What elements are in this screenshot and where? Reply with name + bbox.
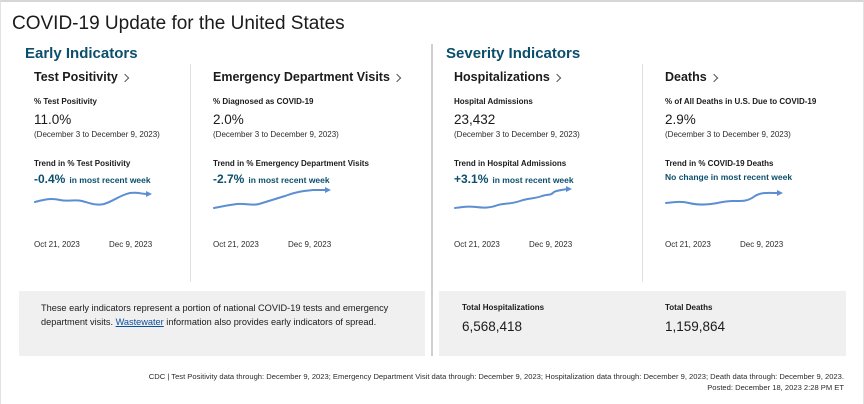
column-divider — [190, 64, 191, 282]
chevron-right-icon — [552, 73, 562, 82]
metric-value: 23,432 — [454, 112, 496, 127]
sparkline-path — [34, 191, 148, 206]
metric-label: % Test Positivity — [34, 97, 97, 106]
trend-label: Trend in % Test Positivity — [34, 159, 131, 168]
date-end: Dec 9, 2023 — [740, 240, 784, 249]
trend-summary: -0.4% in most recent week — [34, 172, 234, 186]
card-title-link-deaths[interactable]: Deaths — [665, 70, 864, 84]
trend-label: Trend in % COVID-19 Deaths — [665, 159, 774, 168]
trend-text: in most recent week — [492, 175, 574, 185]
chevron-right-icon — [120, 73, 130, 82]
arrow-right-icon — [566, 186, 572, 192]
date-start: Oct 21, 2023 — [665, 240, 711, 249]
metric-value: 11.0% — [34, 112, 72, 127]
date-end: Dec 9, 2023 — [529, 240, 573, 249]
card-title-label: Hospitalizations — [454, 70, 550, 84]
sparkline-emergency-department-visits — [213, 187, 331, 209]
trend-text: No change in most recent week — [665, 172, 793, 182]
trend-text: in most recent week — [248, 175, 330, 185]
date-end: Dec 9, 2023 — [109, 240, 153, 249]
total-value: 1,159,864 — [665, 319, 726, 334]
trend-summary: +3.1% in most recent week — [454, 172, 654, 186]
date-start: Oct 21, 2023 — [34, 240, 80, 249]
metric-label: % Diagnosed as COVID-19 — [213, 97, 314, 106]
trend-summary: No change in most recent week — [665, 172, 864, 182]
trend-value: -2.7% — [213, 172, 245, 186]
section-divider — [431, 44, 433, 356]
metric-date-range: (December 3 to December 9, 2023) — [213, 130, 339, 139]
sparkline-path — [213, 189, 327, 209]
note-text: These early indicators represent a porti… — [41, 303, 389, 327]
trend-label: Trend in Hospital Admissions — [454, 159, 567, 168]
early-indicators-note: These early indicators represent a porti… — [19, 291, 425, 356]
card-title-label: Deaths — [665, 70, 707, 84]
date-end: Dec 9, 2023 — [288, 240, 332, 249]
column-divider — [642, 64, 643, 282]
totals-panel: Total Hospitalizations 6,568,418 Total D… — [439, 291, 846, 356]
card-title-link-hospitalizations[interactable]: Hospitalizations — [454, 70, 654, 84]
metric-value: 2.9% — [665, 112, 696, 127]
sparkline-path — [454, 188, 568, 209]
card-hospitalizations: Hospitalizations Hospital Admissions 23,… — [454, 70, 654, 249]
card-title-label: Emergency Department Visits — [213, 70, 390, 84]
metric-date-range: (December 3 to December 9, 2023) — [665, 130, 791, 139]
total-label: Total Deaths — [665, 303, 713, 312]
footer-line: CDC | Test Positivity data through: Dece… — [148, 372, 844, 381]
total-deaths: Total Deaths 1,159,864 — [665, 303, 725, 334]
sparkline-deaths — [665, 190, 783, 206]
sparkline-path — [665, 191, 779, 206]
card-title-link-emergency-department-visits[interactable]: Emergency Department Visits — [213, 70, 413, 84]
trend-value: -0.4% — [34, 172, 66, 186]
metric-label: Hospital Admissions — [454, 97, 533, 106]
wastewater-link[interactable]: Wastewater — [115, 316, 164, 327]
date-start: Oct 21, 2023 — [454, 240, 500, 249]
card-deaths: Deaths % of All Deaths in U.S. Due to CO… — [665, 70, 864, 249]
trend-summary: -2.7% in most recent week — [213, 172, 413, 186]
metric-value: 2.0% — [213, 112, 244, 127]
total-hospitalizations: Total Hospitalizations 6,568,418 — [462, 303, 544, 334]
page-title: COVID-19 Update for the United States — [12, 13, 345, 34]
card-title-label: Test Positivity — [34, 70, 118, 84]
total-value: 6,568,418 — [462, 319, 523, 334]
sparkline-test-positivity — [34, 191, 152, 206]
trend-value: +3.1% — [454, 172, 489, 186]
arrow-right-icon — [777, 190, 783, 196]
footer-posted: Posted: December 18, 2023 2:28 PM ET — [707, 383, 844, 392]
card-title-link-test-positivity[interactable]: Test Positivity — [34, 70, 234, 84]
chevron-right-icon — [709, 73, 718, 82]
date-start: Oct 21, 2023 — [213, 240, 259, 249]
metric-label: % of All Deaths in U.S. Due to COVID-19 — [665, 97, 817, 106]
trend-label: Trend in % Emergency Department Visits — [213, 159, 369, 168]
arrow-right-icon — [146, 191, 152, 197]
section-title-severity-indicators: Severity Indicators — [446, 45, 581, 62]
total-label: Total Hospitalizations — [462, 303, 545, 312]
arrow-right-icon — [325, 187, 331, 193]
metric-date-range: (December 3 to December 9, 2023) — [34, 130, 160, 139]
metric-date-range: (December 3 to December 9, 2023) — [454, 130, 580, 139]
footer-data-note: CDC | Test Positivity data through: Dece… — [149, 371, 844, 393]
sparkline-hospitalizations — [454, 186, 572, 209]
trend-text: in most recent week — [69, 175, 151, 185]
chevron-right-icon — [392, 73, 402, 82]
note-text: information also provides early indicato… — [163, 316, 377, 327]
card-emergency-department-visits: Emergency Department Visits % Diagnosed … — [213, 70, 413, 249]
card-test-positivity: Test Positivity % Test Positivity 11.0% … — [34, 70, 234, 249]
section-title-early-indicators: Early Indicators — [25, 45, 138, 62]
